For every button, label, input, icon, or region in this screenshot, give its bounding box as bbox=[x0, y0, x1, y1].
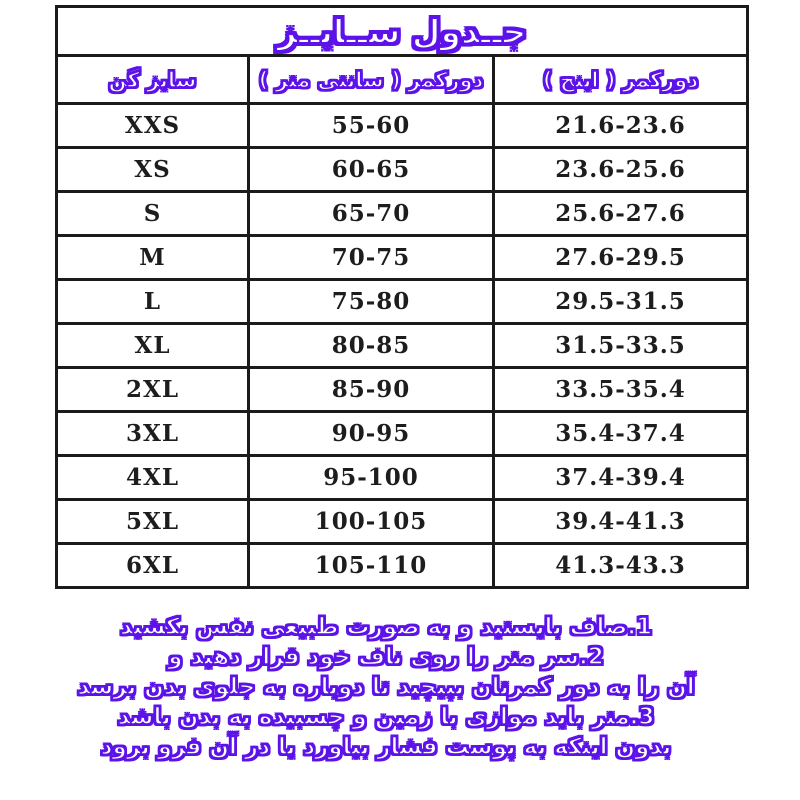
instruction-line: 3.متر باید موازی با زمین و چسبیده به بدن… bbox=[117, 703, 655, 731]
table-row: 6XL 105-110 41.3-43.3 bbox=[55, 542, 750, 589]
waist-inch-cell: 29.5-31.5 bbox=[555, 288, 686, 315]
waist-cm-cell: 90-95 bbox=[331, 420, 411, 447]
size-cell: 6XL bbox=[125, 552, 180, 579]
waist-inch-cell: 33.5-35.4 bbox=[555, 376, 686, 403]
waist-inch-cell: 39.4-41.3 bbox=[555, 508, 686, 535]
size-table-title: جــدول ســایــز bbox=[277, 11, 527, 52]
waist-cm-cell: 65-70 bbox=[331, 200, 411, 227]
waist-cm-cell: 95-100 bbox=[323, 464, 419, 491]
column-header-waist-cm: دورکمر ( سانتی متر ) bbox=[258, 67, 484, 93]
table-row: 4XL 95-100 37.4-39.4 bbox=[55, 454, 750, 501]
size-cell: XS bbox=[134, 156, 171, 183]
size-table: جــدول ســایــز سایز گن دورکمر ( سانتی م… bbox=[54, 5, 750, 589]
table-row: S 65-70 25.6-27.6 bbox=[55, 190, 750, 237]
column-header-garment-size: سایز گن bbox=[108, 67, 198, 93]
column-header-waist-inch: دورکمر ( اینچ ) bbox=[542, 67, 699, 93]
waist-cm-cell: 75-80 bbox=[331, 288, 411, 315]
table-row: 3XL 90-95 35.4-37.4 bbox=[55, 410, 750, 457]
waist-inch-cell: 23.6-25.6 bbox=[555, 156, 686, 183]
table-row: L 75-80 29.5-31.5 bbox=[55, 278, 750, 325]
waist-inch-cell: 35.4-37.4 bbox=[555, 420, 686, 447]
waist-inch-cell: 31.5-33.5 bbox=[555, 332, 686, 359]
size-cell: 3XL bbox=[125, 420, 180, 447]
table-row: XL 80-85 31.5-33.5 bbox=[55, 322, 750, 369]
table-row: 5XL 100-105 39.4-41.3 bbox=[55, 498, 750, 545]
size-cell: S bbox=[143, 200, 162, 227]
instruction-line: 2.سر متر را روی ناف خود قرار دهید و bbox=[167, 643, 604, 671]
table-row: 2XL 85-90 33.5-35.4 bbox=[55, 366, 750, 413]
instruction-line: 1.صاف بایستید و به صورت طبیعی نفس بکشید bbox=[119, 613, 653, 641]
size-cell: 5XL bbox=[125, 508, 180, 535]
table-row: XS 60-65 23.6-25.6 bbox=[55, 146, 750, 193]
waist-inch-cell: 41.3-43.3 bbox=[555, 552, 686, 579]
waist-cm-cell: 55-60 bbox=[331, 112, 411, 139]
waist-cm-cell: 105-110 bbox=[314, 552, 428, 579]
waist-cm-cell: 60-65 bbox=[331, 156, 411, 183]
waist-cm-cell: 85-90 bbox=[331, 376, 411, 403]
instruction-line: بدون اینکه به پوست فشار بیاورد یا در آن … bbox=[100, 733, 672, 761]
size-cell: XL bbox=[134, 332, 171, 359]
size-cell: 2XL bbox=[125, 376, 180, 403]
instruction-line: آن را به دور کمرتان بپیچید تا دوباره به … bbox=[77, 673, 696, 701]
size-table-title-row: جــدول ســایــز bbox=[54, 5, 750, 57]
waist-inch-cell: 25.6-27.6 bbox=[555, 200, 686, 227]
table-row: M 70-75 27.6-29.5 bbox=[55, 234, 750, 281]
measurement-instructions: 1.صاف بایستید و به صورت طبیعی نفس بکشید … bbox=[0, 612, 772, 762]
size-table-header-row: سایز گن دورکمر ( سانتی متر ) دورکمر ( ای… bbox=[55, 54, 750, 105]
waist-inch-cell: 37.4-39.4 bbox=[555, 464, 686, 491]
waist-cm-cell: 100-105 bbox=[314, 508, 428, 535]
waist-inch-cell: 27.6-29.5 bbox=[555, 244, 686, 271]
size-cell: L bbox=[143, 288, 162, 315]
waist-cm-cell: 80-85 bbox=[331, 332, 411, 359]
size-cell: XXS bbox=[124, 112, 181, 139]
waist-inch-cell: 21.6-23.6 bbox=[555, 112, 686, 139]
table-row: XXS 55-60 21.6-23.6 bbox=[55, 102, 750, 149]
size-cell: M bbox=[139, 244, 166, 271]
size-cell: 4XL bbox=[125, 464, 180, 491]
waist-cm-cell: 70-75 bbox=[331, 244, 411, 271]
